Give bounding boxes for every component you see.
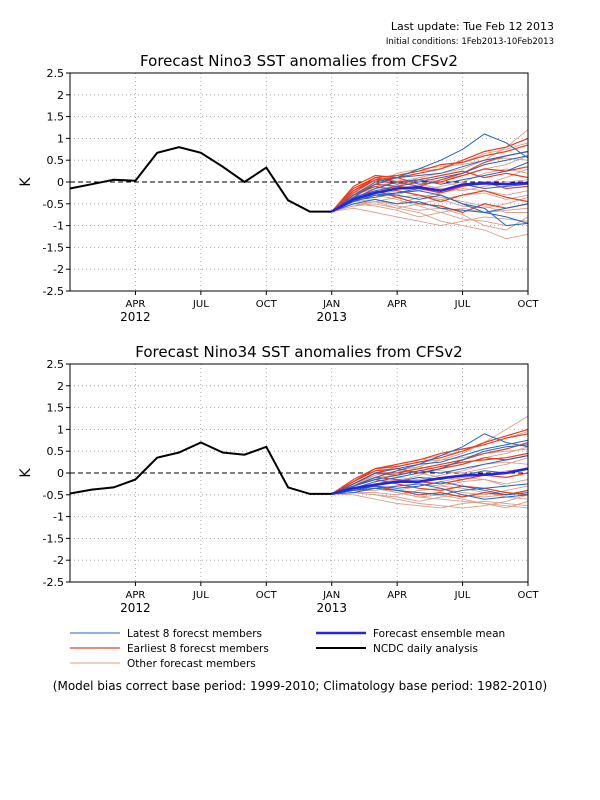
nino34-analysis-line	[69, 441, 332, 495]
nino34-ytick-label: 1	[57, 423, 64, 436]
nino3-latest-member-line	[331, 133, 529, 213]
nino34-ytick-label: 0.5	[47, 445, 65, 458]
nino34-xtick-label: JAN	[322, 590, 340, 601]
nino3-xtick-label: JUL	[454, 299, 471, 310]
legend-latest-label: Latest 8 forecst members	[127, 628, 262, 640]
nino3-ylabel: K	[18, 177, 34, 187]
nino34-ytick-label: 0	[57, 467, 64, 480]
nino3-earliest-member-line	[331, 137, 529, 212]
nino3-xtick-label: OCT	[256, 299, 278, 310]
footnote: (Model bias correct base period: 1999-20…	[53, 679, 547, 693]
nino34-other-member-line	[331, 492, 529, 502]
legend-other-label: Other forecast members	[127, 658, 256, 670]
nino34-latest-member-line	[331, 455, 529, 495]
nino34-xtick-label: OCT	[518, 590, 540, 601]
nino34-xtick-label: APR	[126, 590, 146, 601]
nino3-earliest-member-line	[331, 166, 529, 213]
nino34-latest-member-line	[331, 481, 529, 496]
nino34-latest-member-line	[331, 444, 529, 495]
nino34-xtick-year: 2013	[316, 601, 347, 615]
nino34-chart: Forecast Nino34 SST anomalies from CFSv2…	[18, 343, 539, 615]
initial-conditions-text: Initial conditions: 1Feb2013-10Feb2013	[385, 37, 554, 47]
nino34-latest-member-line	[331, 439, 529, 495]
nino3-xtick-label: JAN	[322, 299, 340, 310]
nino3-xtick-label: OCT	[518, 299, 540, 310]
nino3-ytick-label: 2.5	[47, 67, 65, 80]
nino34-ytick-label: 2	[57, 380, 64, 393]
nino3-analysis-line	[69, 146, 332, 213]
nino3-title: Forecast Nino3 SST anomalies from CFSv2	[140, 52, 458, 70]
nino34-title: Forecast Nino34 SST anomalies from CFSv2	[135, 343, 462, 361]
nino3-ytick-label: 1	[57, 132, 64, 145]
nino3-ytick-label: 0	[57, 176, 64, 189]
nino34-xtick-label: OCT	[256, 590, 278, 601]
nino34-xtick-label: APR	[387, 590, 407, 601]
nino3-xtick-year: 2012	[120, 310, 151, 324]
nino3-ytick-label: -0.5	[43, 198, 64, 211]
nino3-ytick-label: 0.5	[47, 154, 65, 167]
nino3-earliest-member-line	[331, 144, 529, 213]
nino3-other-member-line	[331, 198, 529, 231]
nino34-xtick-label: JUL	[454, 590, 471, 601]
nino34-ytick-label: -1	[53, 511, 64, 524]
last-update-text: Last update: Tue Feb 12 2013	[390, 20, 554, 33]
nino3-latest-member-line	[331, 151, 529, 212]
nino34-ytick-label: 2.5	[47, 358, 65, 371]
nino34-latest-member-line	[331, 433, 529, 495]
nino34-other-member-line	[331, 493, 529, 509]
nino34-ytick-label: -1.5	[43, 532, 64, 545]
nino3-ensemble-mean-line	[331, 181, 529, 213]
nino3-other-member-line	[331, 203, 529, 218]
nino3-xtick-year: 2013	[316, 310, 347, 324]
nino34-ytick-label: -2.5	[43, 576, 64, 589]
nino3-latest-member-line	[331, 161, 529, 213]
nino3-ytick-label: -2.5	[43, 285, 64, 298]
nino3-chart: Forecast Nino3 SST anomalies from CFSv2 2…	[18, 52, 539, 324]
nino3-other-member-line	[331, 207, 529, 227]
nino3-ytick-label: -1	[53, 220, 64, 233]
nino34-latest-member-line	[331, 483, 529, 500]
nino34-ensemble-mean-line	[331, 467, 529, 496]
nino34-ytick-label: 1.5	[47, 402, 65, 415]
nino34-ytick-label: -2	[53, 554, 64, 567]
legend-mean-label: Forecast ensemble mean	[373, 628, 505, 640]
legend-analysis-label: NCDC daily analysis	[373, 643, 478, 655]
nino3-earliest-member-line	[331, 181, 529, 213]
nino34-latest-member-line	[331, 483, 529, 496]
nino3-ytick-label: -1.5	[43, 241, 64, 254]
nino3-ytick-label: 1.5	[47, 111, 65, 124]
nino34-ytick-label: -0.5	[43, 489, 64, 502]
nino34-xtick-year: 2012	[120, 601, 151, 615]
nino3-earliest-member-line	[331, 170, 529, 213]
nino3-plot-frame	[69, 72, 529, 292]
nino34-earliest-member-line	[331, 433, 529, 495]
nino3-ytick-label: -2	[53, 263, 64, 276]
nino3-xtick-label: APR	[387, 299, 407, 310]
legend-earliest-label: Earliest 8 forecst members	[127, 643, 269, 655]
nino34-ylabel: K	[18, 468, 34, 478]
nino34-xtick-label: JUL	[192, 590, 209, 601]
nino34-plot-frame	[69, 363, 529, 583]
nino3-xtick-label: APR	[126, 299, 146, 310]
nino3-other-member-line	[331, 188, 529, 213]
nino3-latest-member-line	[331, 198, 529, 214]
legend: Latest 8 forecst members Earliest 8 fore…	[70, 628, 505, 670]
nino3-xtick-label: JUL	[192, 299, 209, 310]
nino3-ytick-label: 2	[57, 89, 64, 102]
